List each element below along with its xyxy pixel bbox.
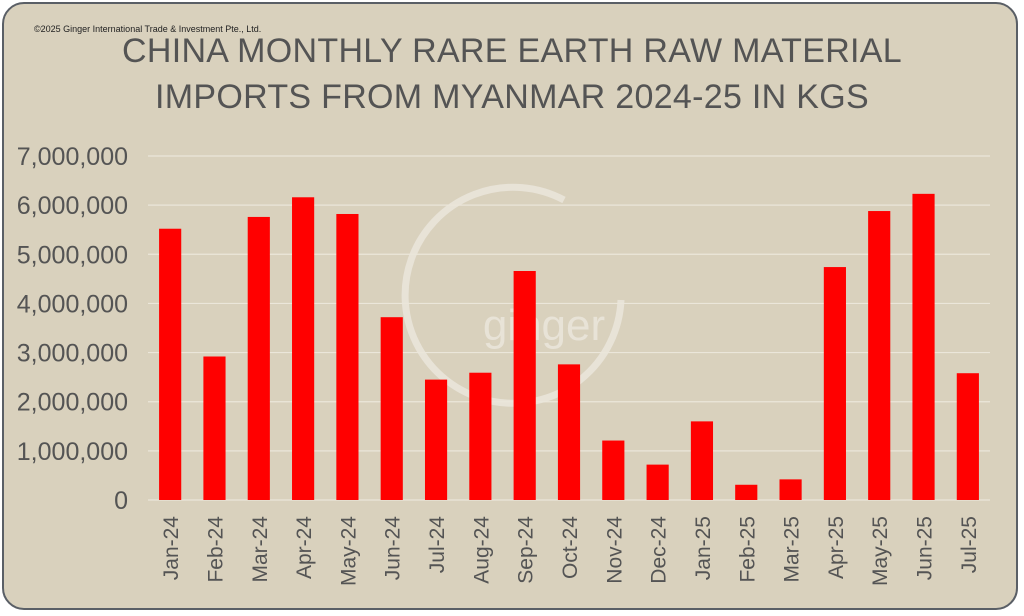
bar-oct-24 <box>557 364 581 500</box>
bar-mar-25 <box>779 479 802 500</box>
x-tick-label: Jan-24 <box>160 516 183 581</box>
bar-apr-24 <box>292 197 315 500</box>
y-tick-label: 3,000,000 <box>17 340 128 368</box>
y-tick-label: 1,000,000 <box>17 438 128 466</box>
x-tick-label: Feb-24 <box>204 516 227 583</box>
x-tick-label: Apr-24 <box>293 516 316 579</box>
bar-aug-24 <box>469 372 492 500</box>
x-tick-label: Dec-24 <box>648 516 671 584</box>
y-tick-label: 4,000,000 <box>17 290 128 318</box>
copyright-notice: ©2025 Ginger International Trade & Inves… <box>34 24 262 34</box>
chart-title-line-1: CHINA MONTHLY RARE EARTH RAW MATERIAL <box>122 32 902 70</box>
x-tick-label: Apr-25 <box>825 516 848 579</box>
bar-jul-24 <box>424 379 448 500</box>
chart-frame: ©2025 Ginger International Trade & Inves… <box>2 2 1018 610</box>
y-tick-label: 6,000,000 <box>17 192 128 220</box>
x-tick-label: Jun-25 <box>914 516 937 580</box>
y-tick-label: 0 <box>114 487 128 515</box>
bar-jan-25 <box>690 421 714 500</box>
chart-title-line-2: IMPORTS FROM MYANMAR 2024-25 IN KGS <box>155 78 869 116</box>
watermark-text: ginger <box>483 301 605 350</box>
x-tick-label: Nov-24 <box>603 516 626 584</box>
x-tick-label: Aug-24 <box>470 516 493 584</box>
x-tick-label: Mar-25 <box>781 516 804 583</box>
x-tick-label: Jul-25 <box>958 516 981 573</box>
bar-may-25 <box>868 211 891 501</box>
x-tick-label: Feb-25 <box>736 516 759 583</box>
bar-feb-24 <box>203 356 226 500</box>
x-tick-label: Sep-24 <box>515 516 538 584</box>
x-tick-label: Oct-24 <box>559 516 582 579</box>
bar-jun-24 <box>380 317 403 500</box>
y-tick-label: 2,000,000 <box>17 389 128 417</box>
bar-jul-25 <box>956 373 979 500</box>
bar-sep-24 <box>513 270 536 500</box>
bar-feb-25 <box>735 484 758 500</box>
x-tick-label: Jul-24 <box>426 516 449 574</box>
x-tick-label: Mar-24 <box>249 516 272 583</box>
watermark-logo: ginger <box>401 183 625 407</box>
y-tick-label: 7,000,000 <box>17 143 128 171</box>
bar-apr-25 <box>823 267 846 500</box>
chart-title: CHINA MONTHLY RARE EARTH RAW MATERIAL IM… <box>4 28 1016 120</box>
x-tick-label: May-25 <box>869 516 892 586</box>
bar-chart: ginger 0 1,000,000 2,000,000 3,000,000 4,000… <box>17 143 990 586</box>
x-tick-label: Jun-24 <box>382 516 405 581</box>
x-tick-label: May-24 <box>337 516 360 586</box>
bar-mar-24 <box>247 216 270 501</box>
y-tick-label: 5,000,000 <box>17 241 128 269</box>
bar-jan-24 <box>159 228 182 500</box>
bar-jun-25 <box>912 193 935 500</box>
x-tick-label: Jan-25 <box>692 516 715 580</box>
bar-nov-24 <box>602 440 625 500</box>
bar-may-24 <box>336 213 359 500</box>
bar-dec-24 <box>646 464 669 500</box>
